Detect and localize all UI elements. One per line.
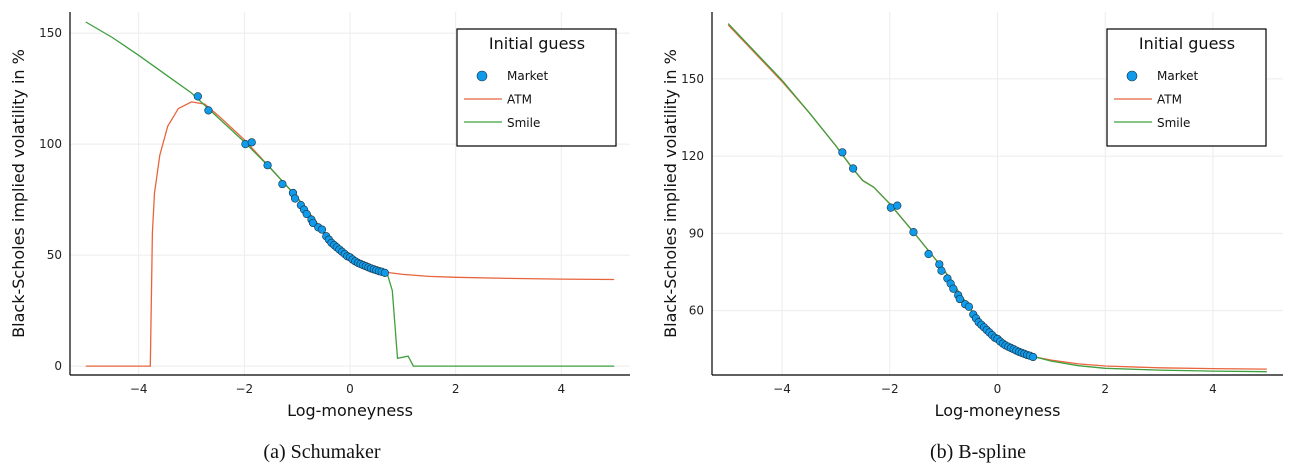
x-tick-label: 4 xyxy=(558,382,566,396)
market-point xyxy=(1028,352,1038,362)
market-point xyxy=(302,209,311,219)
x-tick-label: −2 xyxy=(881,382,899,396)
legend-marker-market xyxy=(1126,70,1138,82)
x-axis-label: Log-moneyness xyxy=(287,401,413,420)
y-tick-label: 0 xyxy=(54,359,62,373)
y-tick-label: 150 xyxy=(681,72,704,86)
market-point xyxy=(317,225,327,234)
x-tick-label: 2 xyxy=(452,382,460,396)
market-point xyxy=(380,268,389,277)
market-point xyxy=(247,138,256,147)
y-tick-label: 150 xyxy=(39,26,62,40)
y-axis-label: Black-Scholes implied volatility in % xyxy=(661,49,680,338)
market-point xyxy=(193,92,202,101)
x-tick-label: 4 xyxy=(1209,382,1217,396)
market-point xyxy=(278,179,287,189)
legend-box xyxy=(1106,28,1267,147)
market-point xyxy=(924,249,933,259)
y-tick-label: 100 xyxy=(39,137,62,151)
legend-entry-label: Market xyxy=(507,69,549,83)
legend-marker-market xyxy=(476,70,488,82)
legend-entry-label: Smile xyxy=(507,116,540,130)
x-tick-label: −4 xyxy=(130,382,148,396)
y-tick-label: 60 xyxy=(689,304,704,318)
legend-entry-label: Smile xyxy=(1157,116,1190,130)
x-tick-label: −2 xyxy=(235,382,253,396)
legend: Initial guess Market ATM Smile xyxy=(456,28,617,147)
market-point xyxy=(893,201,902,210)
legend-entry-label: ATM xyxy=(507,93,532,107)
legend-box xyxy=(456,28,617,147)
legend: Initial guess Market ATM Smile xyxy=(1106,28,1267,147)
market-point xyxy=(308,218,318,228)
market-point xyxy=(937,266,946,275)
market-point xyxy=(849,164,858,173)
y-tick-label: 120 xyxy=(681,149,704,163)
market-point xyxy=(909,228,918,237)
legend-entry-label: Market xyxy=(1157,69,1199,83)
x-tick-label: 2 xyxy=(1101,382,1109,396)
market-point xyxy=(263,161,272,170)
market-point xyxy=(290,194,300,203)
y-axis-label: Black-Scholes implied volatility in % xyxy=(9,49,28,338)
chart-panel-2: −4 −2 0 2 4 60 90 120 150 Log-moneyness Black-Scho… xyxy=(661,12,1283,463)
x-tick-label: 0 xyxy=(346,382,354,396)
legend-entry-label: ATM xyxy=(1157,93,1182,107)
y-tick-label: 50 xyxy=(47,248,62,262)
x-axis-label: Log-moneyness xyxy=(935,401,1061,420)
chart-panel-1: −4 −2 0 2 4 0 50 100 150 Log-moneyness Black-Schol… xyxy=(9,12,630,463)
market-point xyxy=(838,148,847,157)
market-point xyxy=(964,302,974,311)
x-tick-label: 0 xyxy=(994,382,1002,396)
market-point xyxy=(204,106,213,115)
x-tick-label: −4 xyxy=(773,382,791,396)
y-tick-label: 90 xyxy=(689,226,704,240)
market-point xyxy=(955,294,964,304)
legend-title: Initial guess xyxy=(489,34,585,53)
market-point xyxy=(949,284,958,293)
subfigure-caption: (b) B-spline xyxy=(930,441,1026,463)
subfigure-caption: (a) Schumaker xyxy=(263,441,381,463)
legend-title: Initial guess xyxy=(1139,34,1235,53)
